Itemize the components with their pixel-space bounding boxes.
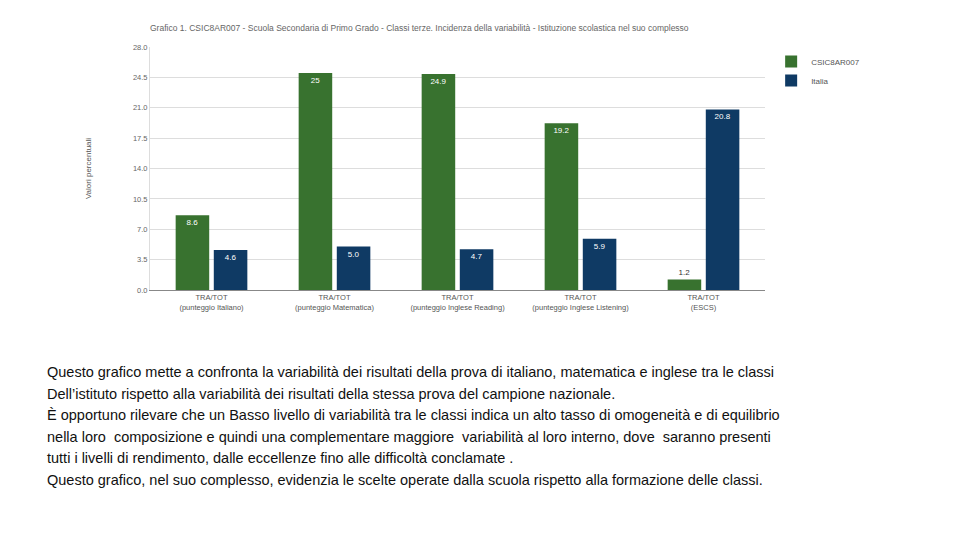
svg-text:4.7: 4.7 — [471, 252, 483, 261]
html-text:tutti i livelli di rendimento,: tutti i livelli di rendimento, dalle ecc… — [47, 450, 514, 466]
svg-text:24.5: 24.5 — [133, 73, 148, 82]
svg-text:19.2: 19.2 — [553, 126, 569, 135]
svg-text:Italia: Italia — [811, 77, 828, 86]
svg-text:TRA/TOT(punteggio Inglese Read: TRA/TOT(punteggio Inglese Reading) — [410, 293, 505, 312]
svg-text:7.0: 7.0 — [137, 225, 147, 234]
html-text:Questo grafico mette a confron: Questo grafico mette a confronta la vari… — [47, 364, 774, 380]
svg-text:0.0: 0.0 — [137, 286, 147, 295]
svg-text:TRA/TOT(punteggio Italiano): TRA/TOT(punteggio Italiano) — [179, 293, 244, 312]
svg-text:28.0: 28.0 — [133, 43, 148, 52]
svg-text:20.8: 20.8 — [715, 112, 731, 121]
html-text:Questo grafico, nel suo comple: Questo grafico, nel suo complesso, evide… — [47, 471, 763, 488]
svg-text:1.2: 1.2 — [679, 268, 691, 277]
svg-text:3.5: 3.5 — [137, 255, 147, 264]
svg-text:TRA/TOT(punteggio Matematica): TRA/TOT(punteggio Matematica) — [295, 293, 374, 312]
svg-text:24.9: 24.9 — [430, 77, 446, 86]
svg-text:Grafico 1. CSIC8AR007 - Scuola: Grafico 1. CSIC8AR007 - Scuola Secondari… — [150, 23, 689, 33]
html-text:È opportuno rilevare che un Ba: È opportuno rilevare che un Basso livell… — [47, 407, 780, 423]
html-text:nella loro composizione e quin: nella loro composizione e quindi una com… — [47, 428, 771, 445]
svg-text:25: 25 — [311, 76, 320, 85]
svg-text:5.0: 5.0 — [348, 250, 360, 259]
svg-text:TRA/TOT(punteggio Inglese List: TRA/TOT(punteggio Inglese Listening) — [532, 293, 629, 312]
svg-text:10.5: 10.5 — [133, 195, 148, 204]
svg-text:4.6: 4.6 — [225, 253, 237, 262]
svg-text:5.9: 5.9 — [594, 242, 606, 251]
svg-text:Valori percentuali: Valori percentuali — [84, 138, 93, 199]
svg-text:TRA/TOT(ESCS): TRA/TOT(ESCS) — [688, 293, 720, 312]
svg-text:14.0: 14.0 — [133, 164, 148, 173]
svg-text:21.0: 21.0 — [133, 103, 148, 112]
html-text:Dell’istituto rispetto alla va: Dell’istituto rispetto alla variabilità … — [47, 385, 616, 402]
svg-text:8.6: 8.6 — [187, 218, 199, 227]
svg-text:CSIC8AR007: CSIC8AR007 — [811, 58, 860, 67]
svg-text:17.5: 17.5 — [133, 134, 148, 143]
